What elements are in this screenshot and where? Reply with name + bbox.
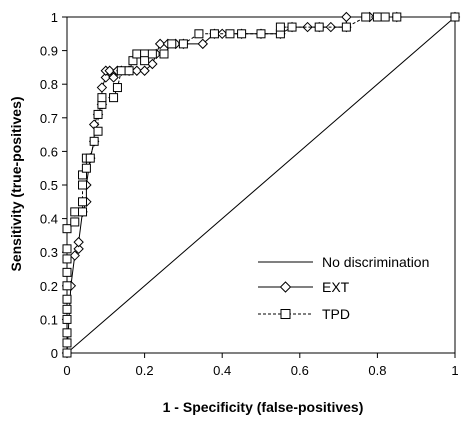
y-tick-label: 0.2 — [40, 279, 58, 294]
x-tick-label: 0.2 — [136, 363, 154, 378]
y-tick-label: 0 — [51, 346, 58, 361]
data-point-tpd — [89, 136, 99, 146]
y-tick-label: 0.1 — [40, 312, 58, 327]
data-point-ext — [96, 82, 108, 93]
y-tick-label: 0.9 — [40, 44, 58, 59]
data-point-tpd — [314, 22, 324, 32]
data-point-tpd — [81, 163, 91, 173]
data-point-tpd — [116, 66, 126, 76]
y-tick-label: 0.3 — [40, 245, 58, 260]
data-point-ext — [100, 72, 112, 83]
data-point-tpd — [341, 22, 351, 32]
data-point-tpd — [109, 93, 119, 103]
data-point-tpd — [275, 22, 285, 32]
data-point-tpd — [62, 224, 72, 234]
data-point-tpd — [112, 83, 122, 93]
legend-label-tpd: TPD — [322, 306, 350, 322]
data-point-tpd — [62, 294, 72, 304]
x-axis-title: 1 - Specificity (false-positives) — [163, 399, 364, 415]
data-point-tpd — [132, 49, 142, 59]
data-point-tpd — [361, 12, 371, 22]
series-line-tpd — [66, 16, 455, 353]
y-tick-label: 0.8 — [40, 77, 58, 92]
data-point-tpd — [78, 197, 88, 207]
y-tick-label: 1 — [51, 10, 58, 25]
data-point-tpd — [62, 267, 72, 277]
data-point-ext — [147, 58, 158, 70]
data-point-tpd — [450, 12, 460, 22]
data-point-ext — [73, 243, 84, 255]
data-point-tpd — [70, 207, 80, 217]
data-point-tpd — [178, 39, 188, 49]
data-point-tpd — [62, 348, 72, 358]
data-point-tpd — [159, 49, 169, 59]
data-point-tpd — [62, 244, 72, 254]
data-point-tpd — [97, 93, 107, 103]
legend-label-ext: EXT — [322, 279, 350, 295]
data-point-tpd — [93, 126, 103, 136]
data-point-tpd — [147, 49, 157, 59]
data-point-ext — [154, 38, 166, 50]
legend-marker-tpd — [280, 309, 291, 319]
data-point-tpd — [225, 29, 235, 39]
data-point-ext — [131, 65, 143, 76]
data-point-tpd — [380, 12, 390, 22]
legend-marker-ext — [279, 281, 292, 293]
data-point-tpd — [93, 109, 103, 119]
ticks: 0 0.1 0.2 0.3 0.4 0.5 0.6 0.7 0.8 0.9 1 0 0.2 0.4 0.6 0… — [40, 10, 459, 378]
legend: No discrimination EXT TPD — [258, 254, 429, 322]
data-point-ext — [197, 38, 209, 50]
data-point-tpd — [140, 56, 150, 66]
data-point-tpd — [62, 328, 72, 338]
series-line-no-discrimination — [66, 16, 456, 354]
x-tick-label: 0 — [63, 363, 70, 378]
data-point-ext — [73, 236, 84, 248]
data-point-tpd — [62, 304, 72, 314]
data-point-tpd — [78, 207, 88, 217]
y-axis-title: Sensitivity (true-positives) — [8, 96, 24, 271]
data-point-tpd — [194, 29, 204, 39]
data-point-tpd — [85, 153, 95, 163]
data-point-tpd — [209, 29, 219, 39]
data-point-tpd — [287, 22, 297, 32]
data-point-ext — [139, 65, 150, 76]
y-tick-label: 0.5 — [40, 178, 58, 193]
data-point-tpd — [392, 12, 402, 22]
data-point-tpd — [256, 29, 266, 39]
data-point-tpd — [62, 254, 72, 264]
y-tick-label: 0.4 — [40, 212, 58, 227]
data-point-tpd — [124, 66, 134, 76]
data-point-tpd — [237, 29, 247, 39]
x-tick-label: 0.8 — [368, 363, 386, 378]
series — [61, 11, 461, 359]
data-point-ext — [104, 65, 115, 76]
y-tick-label: 0.6 — [40, 144, 58, 159]
data-point-tpd — [372, 12, 382, 22]
y-tick-label: 0.7 — [40, 111, 58, 126]
data-point-tpd — [62, 338, 72, 348]
data-point-ext — [341, 11, 352, 23]
data-point-tpd — [62, 281, 72, 291]
data-point-tpd — [78, 180, 88, 190]
legend-label-no-discrimination: No discrimination — [322, 254, 429, 270]
data-point-ext — [302, 21, 313, 33]
data-point-tpd — [62, 314, 72, 324]
x-tick-label: 0.6 — [291, 363, 309, 378]
data-point-ext — [108, 72, 119, 83]
x-tick-label: 0.4 — [213, 363, 231, 378]
data-point-ext — [69, 250, 80, 261]
x-tick-label: 1 — [451, 363, 458, 378]
data-point-tpd — [167, 39, 177, 49]
data-point-tpd — [70, 217, 80, 227]
